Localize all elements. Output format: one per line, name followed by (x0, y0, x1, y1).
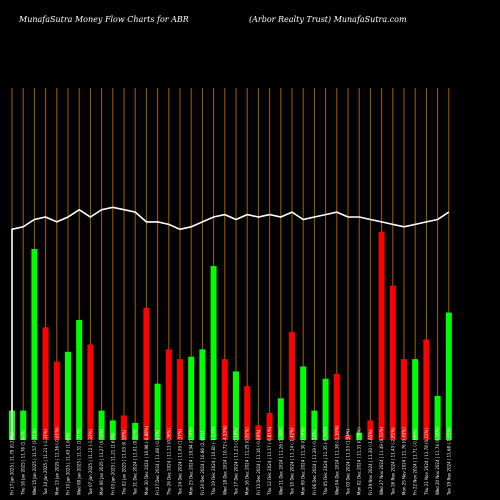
x-tick-label: Mon 23 Dec 2024 | 10.94 (0.74%) (189, 427, 194, 495)
bar-up (412, 359, 419, 440)
x-tick-label: Tue 14 Jan 2025 | 11.21 (-1.32%) (43, 429, 48, 496)
x-tick-label: Tue 10 Dec 2024 | 11.14 (-1.42%) (290, 427, 295, 496)
bar-down (177, 359, 183, 440)
bar-up (445, 312, 452, 440)
bar-series (9, 231, 452, 440)
bar-down (53, 361, 60, 440)
x-tick-label: Fri 22 Nov 2024 | 11.71 (-0.60%) (413, 429, 418, 495)
bar-up (132, 422, 139, 440)
bar-up (356, 432, 363, 440)
bar-up (31, 248, 38, 440)
bar-down (389, 285, 396, 440)
x-tick-label: Fri 20 Dec 2024 | 10.86 (2.44%) (200, 431, 205, 495)
x-tick-labels: Fri 17 Jan 2025 | 11.79 (0.27%) Thu 16 Ja… (10, 425, 452, 496)
x-tick-label: Mon 30 Dec 2024 | 10.98 (-0.88%) (144, 425, 149, 495)
bar-down (255, 425, 262, 440)
x-tick-label: Fri 06 Dec 2024 | 11.29 (-0.53%) (312, 429, 317, 495)
x-tick-label: Wed 11 Dec 2024 | 11.26 (1.08%) (278, 427, 283, 495)
x-tick-label: Tue 07 Jan 2025 | 11.12 (-1.33%) (88, 429, 93, 496)
x-tick-label: Fri 27 Dec 2024 | 11.08 (-0.45%) (155, 429, 160, 495)
x-tick-label: Thu 16 Jan 2025 | 11.76 (1.64%) (21, 429, 26, 496)
x-tick-label: Wed 18 Dec 2024 | 10.72 (-4.53%) (222, 425, 227, 495)
chart-header-right: (Arbor Realty Trust) MunafaSutra.com (249, 15, 407, 24)
x-tick-label: Thu 26 Dec 2024 | 11.13 (0.36%) (166, 428, 171, 496)
x-tick-label: Tue 31 Dec 2024 | 11.01 (0.32%) (133, 428, 138, 496)
bar-up (233, 371, 239, 440)
x-tick-label: Thu 02 Jan 2025 | 11.03 (0.18%) (122, 429, 127, 496)
bar-down (221, 359, 228, 440)
x-tick-label: Fri 17 Jan 2025 | 11.79 (0.27%) (10, 432, 15, 495)
x-tick-label: Wed 04 Dec 2024 | 11.38 (-1.30%) (334, 425, 339, 495)
bar-down (333, 373, 340, 440)
x-tick-label: Fri 03 Jan 2025 | 11.21 (1.63%) (110, 432, 115, 495)
x-tick-label: Mon 25 Nov 2024 | 11.76 (0.43%) (402, 427, 407, 495)
x-tick-label: Fri 10 Jan 2025 | 11.43 (1.06%) (66, 432, 71, 495)
trend-line (11, 206, 450, 440)
x-tick-label: Fri 13 Dec 2024 | 11.16 (-0.09%) (256, 429, 261, 495)
bar-down (289, 332, 295, 440)
x-tick-label: Tue 26 Nov 2024 | 11.43 (-2.81%) (390, 427, 395, 496)
bar-up (154, 383, 161, 440)
bar-up (277, 398, 284, 440)
bar-down (143, 307, 150, 440)
bar-down (244, 386, 251, 440)
bar-up (210, 266, 217, 440)
x-tick-label: Fri 29 Nov 2024 | 11.30 (-1.65%) (368, 429, 373, 495)
bar-down (266, 413, 273, 440)
x-tick-label: Wed 20 Nov 2024 | 11.74 (0.56%) (435, 427, 440, 495)
bar-down (367, 420, 374, 440)
line-series (11, 206, 450, 440)
x-tick-label: Tue 03 Dec 2024 | 11.53 (1.94%) (346, 428, 351, 496)
x-tick-label: Mon 02 Dec 2024 | 11.31 (0.09%) (357, 427, 362, 495)
bar-up (300, 366, 307, 440)
x-tick-label: Wed 15 Jan 2025 | 11.57 (3.21%) (32, 428, 37, 495)
x-tick-label: Tue 24 Dec 2024 | 11.09 (1.37%) (178, 428, 183, 496)
bar-down (378, 231, 385, 440)
bar-down (42, 327, 49, 440)
bar-up (311, 410, 318, 440)
x-tick-label: Thu 21 Nov 2024 | 11.78 (0.31%) (424, 428, 429, 496)
bar-up (65, 351, 71, 440)
bar-up (322, 378, 329, 440)
x-tick-label: Tue 19 Nov 2024 | 11.68 (-1.85%) (446, 427, 451, 496)
x-tick-label: Thu 19 Dec 2024 | 10.60 (-1.13%) (211, 426, 216, 496)
chart-header-left: MunafaSutra Money Flow Charts for ABR (19, 15, 189, 24)
x-tick-label: Mon 13 Jan 2025 | 11.36 (-0.61%) (54, 427, 59, 495)
bar-up (199, 349, 206, 440)
bar-down (345, 435, 351, 440)
bar-down (401, 359, 407, 440)
bar-up (98, 410, 105, 440)
bar-up (434, 395, 441, 440)
x-tick-label: Mon 16 Dec 2024 | 11.25 (0.81%) (245, 427, 250, 495)
bar-down (423, 339, 430, 440)
x-tick-label: Mon 06 Jan 2025 | 11.27 (0.54%) (99, 428, 104, 495)
x-tick-label: Wed 08 Jan 2025 | 11.31 (1.71%) (77, 428, 82, 495)
x-tick-label: Mon 09 Dec 2024 | 11.30 (0.09%) (301, 427, 306, 495)
bar-up (76, 319, 83, 440)
bar-down (121, 415, 127, 440)
bar-down (165, 349, 172, 440)
x-tick-label: Thu 12 Dec 2024 | 11.17 (-0.81%) (267, 426, 272, 496)
bar-up (109, 420, 116, 440)
x-tick-label: Thu 05 Dec 2024 | 11.35 (-0.26%) (323, 426, 328, 496)
x-tick-label: Wed 27 Nov 2024 | 11.49 (0.53%) (379, 427, 384, 495)
x-tick-label: Tue 17 Dec 2024 | 11.23 (-0.18%) (234, 427, 239, 496)
bar-up (20, 410, 27, 440)
bar-down (87, 344, 94, 440)
bar-up (188, 356, 195, 440)
